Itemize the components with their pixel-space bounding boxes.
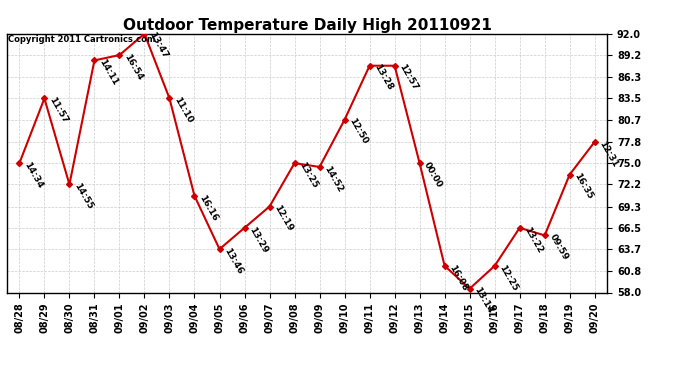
Text: 16:08: 16:08 — [447, 263, 469, 292]
Text: 13:46: 13:46 — [222, 246, 244, 276]
Text: 16:16: 16:16 — [197, 193, 219, 222]
Text: 13:25: 13:25 — [297, 160, 319, 190]
Text: 13:28: 13:28 — [373, 63, 395, 92]
Text: 14:52: 14:52 — [322, 164, 344, 194]
Text: 09:59: 09:59 — [547, 232, 570, 262]
Text: 00:00: 00:00 — [422, 160, 444, 189]
Text: 13:29: 13:29 — [247, 225, 270, 254]
Title: Outdoor Temperature Daily High 20110921: Outdoor Temperature Daily High 20110921 — [123, 18, 491, 33]
Text: 12:31: 12:31 — [598, 139, 620, 168]
Text: 11:57: 11:57 — [47, 96, 70, 125]
Text: 14:55: 14:55 — [72, 182, 95, 211]
Text: 16:35: 16:35 — [573, 172, 595, 201]
Text: 12:25: 12:25 — [497, 263, 520, 292]
Text: 13:22: 13:22 — [522, 225, 544, 254]
Text: Copyright 2011 Cartronics.com: Copyright 2011 Cartronics.com — [8, 35, 155, 44]
Text: 12:57: 12:57 — [397, 63, 420, 92]
Text: 14:34: 14:34 — [22, 160, 44, 190]
Text: 12:50: 12:50 — [347, 117, 369, 146]
Text: 14:11: 14:11 — [97, 58, 119, 87]
Text: 13:14: 13:14 — [473, 286, 495, 315]
Text: 16:54: 16:54 — [122, 52, 144, 82]
Text: 12:19: 12:19 — [273, 204, 295, 233]
Text: 13:47: 13:47 — [147, 31, 170, 60]
Text: 11:10: 11:10 — [172, 96, 195, 125]
